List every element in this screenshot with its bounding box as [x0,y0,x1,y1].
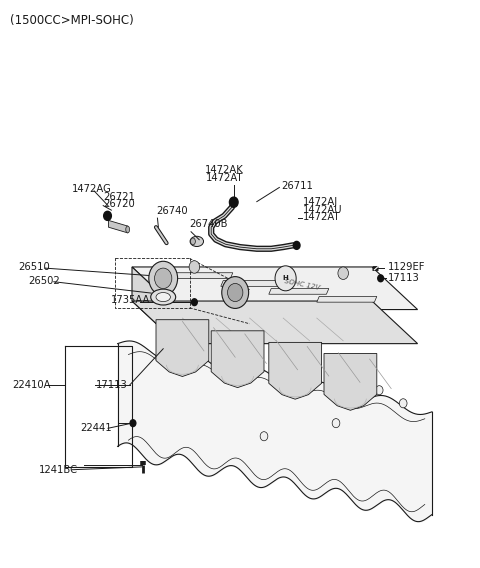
Circle shape [130,420,136,427]
Text: 22441: 22441 [81,423,112,433]
Polygon shape [324,353,377,410]
Text: 1472AT: 1472AT [303,212,341,222]
Polygon shape [156,320,209,377]
Circle shape [293,241,300,249]
Circle shape [260,432,268,441]
Circle shape [155,268,172,289]
Text: 1472AU: 1472AU [303,204,343,215]
Text: 1472AJ: 1472AJ [303,197,338,207]
Ellipse shape [191,238,195,245]
Polygon shape [317,296,377,302]
Text: 17113: 17113 [96,380,128,390]
Ellipse shape [190,236,204,247]
Polygon shape [132,267,178,344]
Text: 22410A: 22410A [12,380,50,390]
Ellipse shape [156,293,170,302]
Text: SOHC 12V: SOHC 12V [284,278,321,290]
Polygon shape [173,273,233,278]
Circle shape [104,211,111,220]
Text: 26510: 26510 [18,262,50,272]
Polygon shape [211,331,264,387]
Circle shape [222,277,249,308]
Text: 26721: 26721 [103,191,135,202]
Circle shape [229,197,238,207]
Text: 17113: 17113 [388,273,420,283]
Circle shape [303,375,311,384]
Circle shape [275,266,296,291]
Circle shape [378,275,384,282]
Text: 26720: 26720 [103,199,135,209]
Circle shape [231,364,239,373]
Circle shape [338,267,348,279]
Text: 1241BC: 1241BC [39,465,78,475]
Text: 26740: 26740 [156,206,188,216]
Text: H: H [283,275,288,281]
Text: 26502: 26502 [28,275,60,286]
Circle shape [228,283,243,302]
Text: 1472AK: 1472AK [205,165,244,175]
Circle shape [189,261,200,273]
Circle shape [375,386,383,395]
Polygon shape [269,289,329,294]
Text: 1472AG: 1472AG [72,183,112,194]
Ellipse shape [126,226,130,233]
Polygon shape [132,301,418,344]
Polygon shape [108,220,128,233]
Polygon shape [269,343,322,399]
Circle shape [399,399,407,408]
Ellipse shape [151,289,176,305]
Circle shape [192,299,197,306]
Circle shape [149,261,178,295]
Circle shape [159,352,167,361]
Text: 1129EF: 1129EF [388,262,425,272]
Text: 26740B: 26740B [190,219,228,229]
Text: (1500CC>MPI-SOHC): (1500CC>MPI-SOHC) [10,14,133,27]
Text: 1735AA: 1735AA [111,295,151,306]
Text: 1472AT: 1472AT [206,173,243,183]
Text: 26711: 26711 [281,181,312,191]
Polygon shape [221,281,281,286]
Polygon shape [132,267,418,310]
Circle shape [332,419,340,428]
